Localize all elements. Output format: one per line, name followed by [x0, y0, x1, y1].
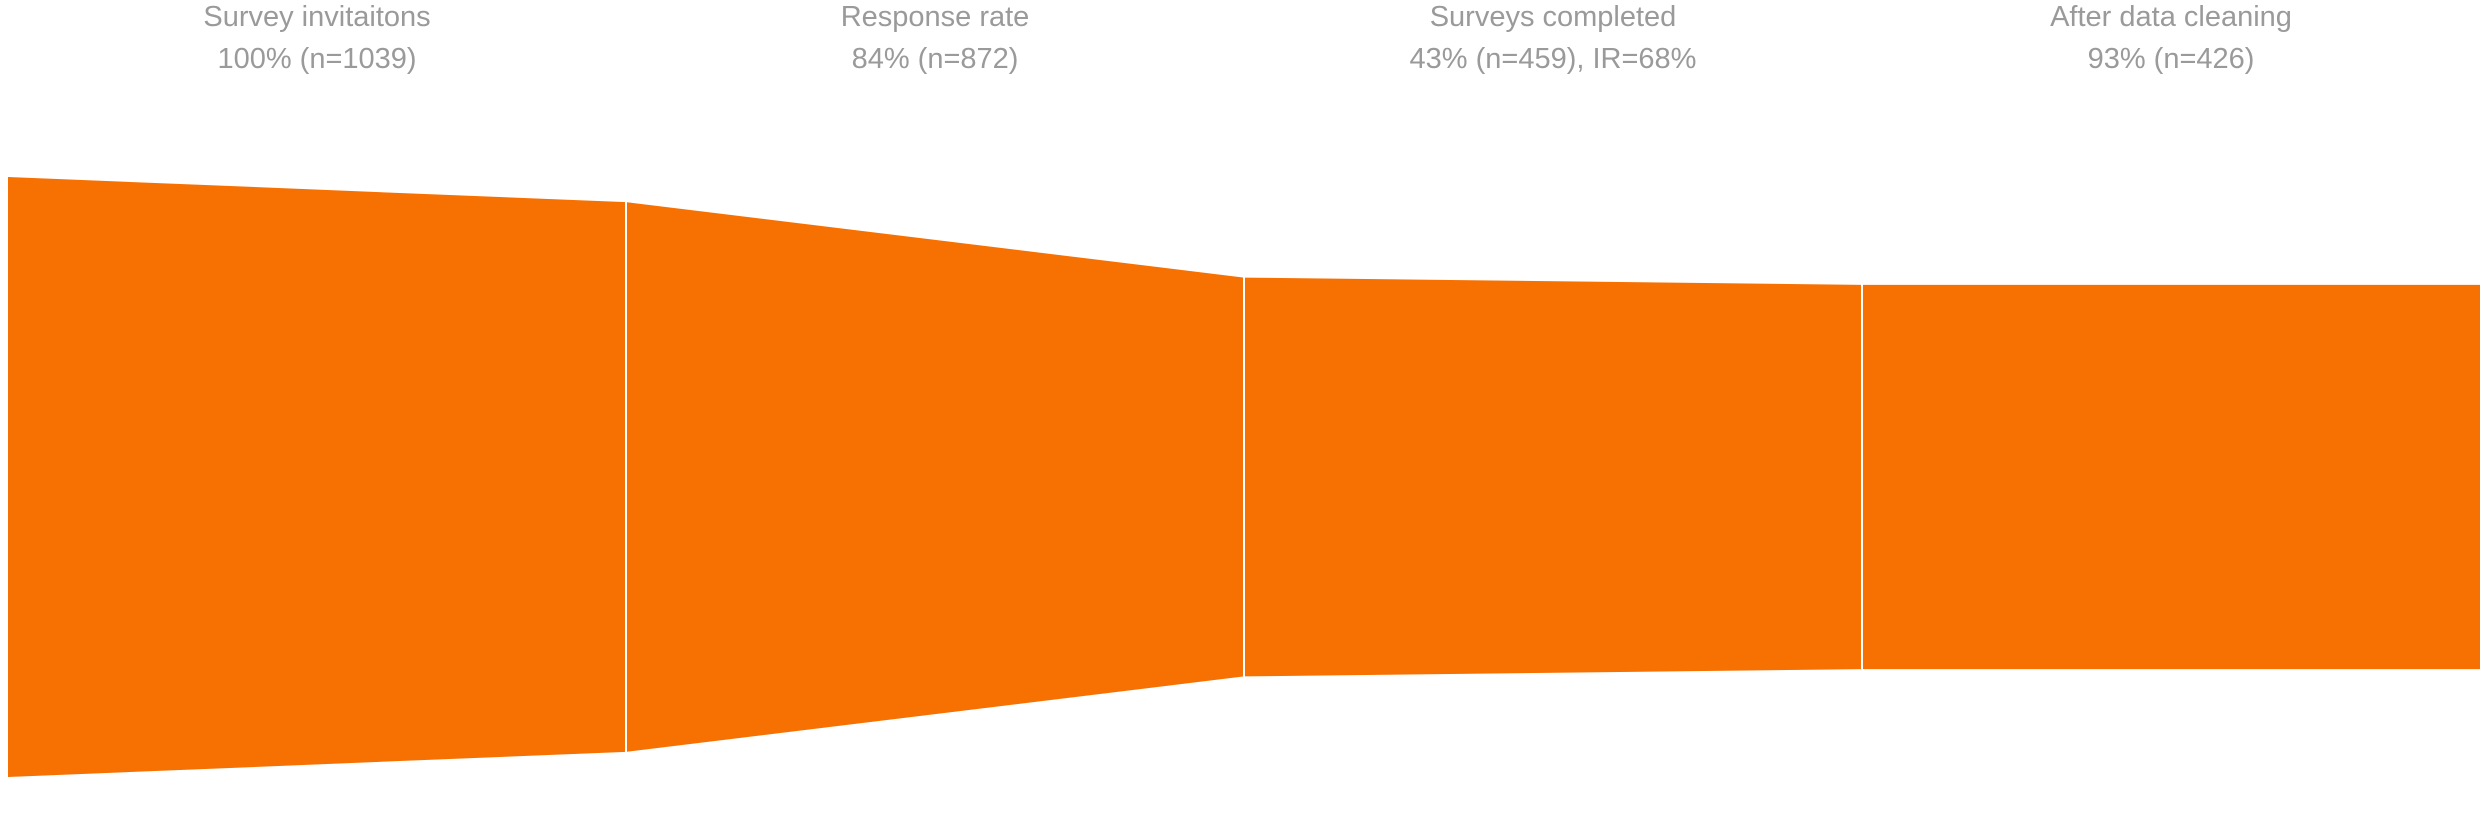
funnel-segment-4 [1862, 284, 2480, 670]
stage-name-label: Survey invitaitons [203, 1, 430, 33]
funnel-segments [8, 177, 2480, 777]
stage-value-label: 84% (n=872) [852, 43, 1019, 75]
stage-value-label: 100% (n=1039) [217, 43, 416, 75]
funnel-segment-2 [626, 202, 1244, 752]
funnel-segment-1 [8, 177, 626, 777]
stage-name-label: Response rate [841, 1, 1030, 33]
stage-labels: Survey invitaitons 100% (n=1039) Response … [203, 1, 2292, 75]
stage-name-label: Surveys completed [1430, 1, 1677, 33]
stage-value-label: 93% (n=426) [2088, 43, 2255, 75]
funnel-dividers [625, 200, 1863, 754]
funnel-segment-3 [1244, 277, 1862, 677]
stage-value-label: 43% (n=459), IR=68% [1410, 43, 1697, 75]
stage-name-label: After data cleaning [2050, 1, 2292, 33]
